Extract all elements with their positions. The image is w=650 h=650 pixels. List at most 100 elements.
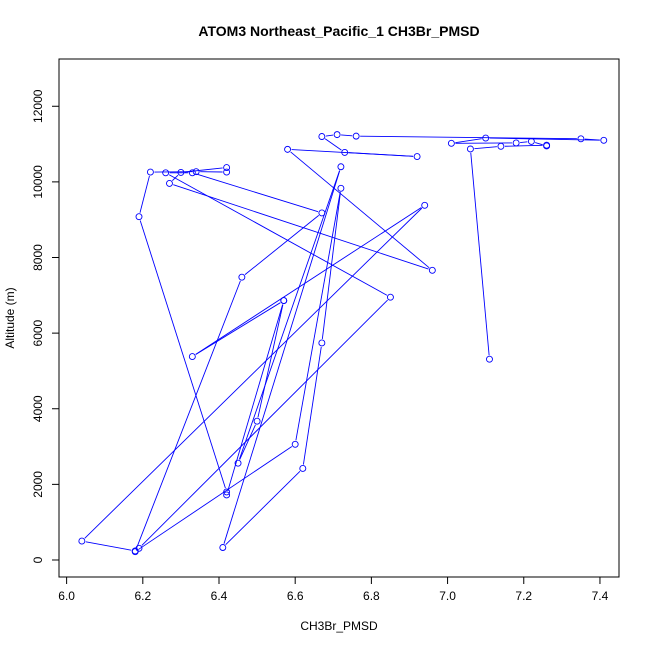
series-segment (504, 144, 543, 147)
series-segment (195, 207, 422, 355)
series-segment (139, 220, 226, 489)
data-point (162, 169, 170, 177)
data-point (352, 132, 360, 140)
data-point (466, 145, 474, 153)
series-segment (168, 174, 388, 296)
series-segment (139, 175, 150, 213)
series-segment (244, 215, 320, 276)
series-segment (195, 302, 281, 355)
series-segment (324, 138, 342, 151)
series-segment (290, 151, 430, 269)
x-axis-label: CH3Br_PMSD (300, 619, 378, 633)
data-point (577, 135, 585, 143)
x-tick-label: 6.8 (363, 589, 380, 603)
data-point (486, 355, 493, 363)
series-segment (470, 152, 490, 356)
data-point (497, 142, 505, 150)
data-point (413, 153, 421, 161)
series-segment (474, 146, 497, 150)
series-segment (295, 192, 341, 441)
y-tick-label: 12000 (31, 89, 45, 123)
x-tick-label: 7.4 (592, 589, 609, 603)
series-segment (302, 346, 322, 465)
x-tick-label: 6.4 (211, 589, 228, 603)
x-tick-label: 6.0 (58, 589, 75, 603)
data-point (600, 136, 608, 144)
y-tick-label: 0 (31, 556, 45, 563)
x-tick-label: 7.0 (439, 589, 456, 603)
series-segment (489, 137, 600, 141)
series-segment (138, 446, 293, 550)
data-point (299, 465, 307, 472)
series-segment (227, 304, 284, 492)
series-segment (291, 149, 414, 157)
y-tick-label: 8000 (31, 244, 45, 271)
series-segment (360, 135, 577, 140)
data-point (78, 537, 86, 545)
data-point (447, 139, 455, 147)
data-point (280, 297, 288, 305)
series-segment (257, 304, 284, 418)
data-point (337, 163, 345, 171)
data-point (284, 145, 292, 153)
data-point (333, 131, 341, 139)
series-segment (584, 138, 600, 141)
y-axis: 0 2000 4000 6000 8000 10000 12000 (31, 89, 60, 563)
data-point (135, 213, 143, 221)
y-tick-label: 10000 (31, 165, 45, 199)
data-point (234, 459, 242, 467)
series-segment (173, 184, 429, 270)
y-tick-label: 2000 (31, 471, 45, 498)
series-lines (84, 134, 600, 551)
series-segment (321, 192, 341, 340)
data-point (318, 209, 326, 217)
series-segment (85, 541, 132, 551)
data-point (253, 417, 261, 425)
chart-title: ATOM3 Northeast_Pacific_1 CH3Br_PMSD (198, 23, 479, 39)
data-point (131, 548, 139, 556)
data-point (135, 544, 143, 552)
x-tick-label: 6.6 (287, 589, 304, 603)
data-point (318, 133, 326, 140)
data-point (166, 179, 173, 187)
series-segment (196, 173, 319, 213)
series-segment (84, 207, 423, 539)
series-segment (223, 170, 341, 544)
data-point (341, 148, 349, 156)
series-segment (225, 470, 301, 546)
data-point (421, 201, 429, 209)
data-point (543, 142, 551, 150)
series-segment (341, 134, 353, 137)
data-point (318, 339, 326, 347)
series-segment (520, 141, 528, 143)
x-tick-label: 7.2 (515, 589, 532, 603)
series-segment (455, 138, 482, 144)
data-point (146, 168, 154, 176)
data-point (177, 168, 185, 176)
series-segment (535, 142, 543, 146)
x-tick-label: 6.2 (134, 589, 151, 603)
x-axis: 6.0 6.2 6.4 6.6 6.8 7.0 7.2 7.4 (58, 576, 609, 603)
data-point (428, 266, 436, 274)
series-segment (238, 170, 341, 460)
series-points (78, 131, 608, 556)
data-point (223, 168, 231, 176)
data-point (291, 440, 299, 448)
series-segment (325, 134, 334, 137)
data-point (188, 169, 196, 177)
y-tick-label: 6000 (31, 319, 45, 346)
data-point (188, 353, 196, 361)
data-point (223, 488, 231, 496)
data-point (527, 137, 535, 145)
data-point (482, 134, 490, 142)
series-segment (141, 299, 388, 546)
data-point (223, 164, 231, 171)
y-axis-label: Altitude (m) (3, 287, 17, 348)
data-point (512, 139, 520, 147)
data-point (223, 491, 231, 499)
data-point (337, 184, 345, 192)
series-segment (136, 280, 241, 549)
data-point (192, 168, 200, 176)
data-point (219, 544, 227, 551)
